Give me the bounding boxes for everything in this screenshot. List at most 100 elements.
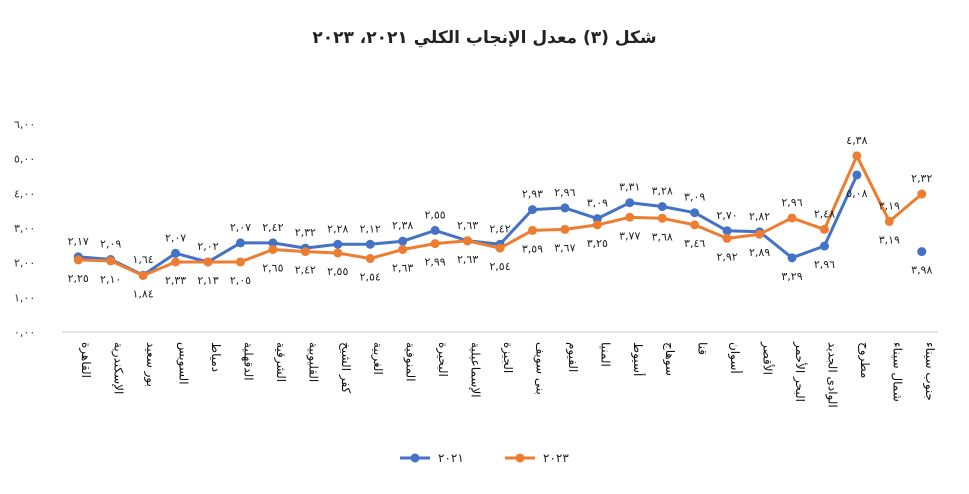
data-label-2023: ٢,٦٣	[392, 261, 413, 274]
data-label-2021: ٣,١٩	[879, 199, 900, 212]
category-label: البحر الأحمر	[792, 341, 808, 402]
category-label: جنوب سيناء	[922, 342, 937, 401]
category-label: الأقصر	[760, 341, 776, 375]
data-point	[657, 202, 667, 212]
data-label-2023: ٢,٥٤	[489, 260, 510, 273]
data-point	[268, 238, 278, 248]
data-point	[430, 239, 440, 249]
data-label-2023: ٢,٣٣	[165, 274, 186, 287]
data-point	[625, 198, 635, 208]
data-label-2023: ٢,٢٥	[68, 272, 89, 285]
category-label: شمال سيناء	[890, 342, 904, 402]
data-point	[171, 248, 181, 258]
data-label-2023: ٣,٥٩	[522, 242, 543, 255]
category-label: الوادى الجديد	[824, 342, 839, 408]
data-point	[787, 253, 797, 263]
data-label-2023: ٢,٦٥	[262, 261, 283, 274]
y-tick-label: ١,٠٠	[14, 291, 35, 304]
data-label-2021: ٣,٢٨	[652, 185, 673, 198]
data-label-2021: ٢,٥٥	[424, 208, 445, 221]
y-tick-label: ٦,٠٠	[14, 118, 35, 131]
data-label-2021: ٢,٠٧	[165, 231, 186, 244]
data-label-2021: ٢,٤٢	[489, 222, 510, 235]
data-label-2021: ٢,٢٨	[327, 222, 348, 235]
data-point	[560, 203, 570, 213]
data-label-2021: ٢,٠٢	[197, 240, 218, 253]
data-point	[884, 216, 894, 226]
data-point	[463, 236, 473, 246]
data-point	[755, 229, 765, 239]
data-label-2021: ٢,٤٢	[262, 221, 283, 234]
data-point	[690, 220, 700, 230]
data-point	[333, 239, 343, 249]
data-point	[235, 257, 245, 267]
data-label-2021: ٣,٣١	[619, 181, 640, 194]
data-label-2023: ٢,٤٢	[295, 264, 316, 277]
data-point	[722, 233, 732, 243]
data-point	[333, 248, 343, 258]
data-point	[625, 212, 635, 222]
category-label: الدقهلية	[241, 342, 255, 381]
data-label-2021: ٢,٩٣	[522, 188, 543, 201]
legend-label: ٢٠٢٣	[543, 451, 569, 465]
category-label: المنوفية	[403, 342, 418, 382]
data-point	[365, 254, 375, 264]
data-label-2021: ٢,١٧	[68, 235, 89, 248]
data-point	[268, 244, 278, 254]
category-label: الإسماعيلية	[469, 342, 483, 398]
data-label-2023: ٥,٠٨	[846, 187, 867, 200]
data-point	[690, 208, 700, 218]
category-label: بور سعيد	[143, 342, 158, 387]
category-label: سوهاج	[662, 342, 677, 376]
data-point	[235, 238, 245, 248]
data-point	[300, 247, 310, 257]
data-label-2023: ٢,٦٣	[457, 253, 478, 266]
category-label: الجيزة	[500, 342, 515, 373]
data-label-2021: ٣,٠٩	[684, 191, 705, 204]
data-label-2021: ١,٦٤	[132, 253, 153, 266]
data-point	[592, 214, 602, 224]
data-label-2023: ٢,٩٩	[424, 256, 445, 269]
category-label: البحيرة	[435, 342, 450, 377]
y-tick-label: ٤,٠٠	[14, 187, 35, 200]
y-tick-label: ٠,٠٠	[14, 326, 35, 339]
legend-swatch-marker	[410, 453, 420, 463]
category-label: بنى سويف	[532, 342, 547, 395]
data-point	[203, 257, 213, 267]
data-label-2021: ٢,٣٢	[295, 226, 316, 239]
data-point	[171, 257, 181, 267]
data-point	[73, 255, 83, 265]
data-label-2023: ٣,٢٥	[587, 237, 608, 250]
data-label-2023: ٢,١٣	[197, 274, 218, 287]
y-tick-label: ٥,٠٠	[14, 153, 35, 166]
data-point	[138, 270, 148, 280]
data-point	[657, 213, 667, 223]
data-label-2021: ٢,٩٦	[781, 196, 802, 209]
data-point	[787, 213, 797, 223]
data-label-2023: ١,٨٤	[132, 287, 153, 300]
data-label-2021: ٢,٨٢	[749, 210, 770, 223]
data-point	[398, 236, 408, 246]
data-label-2021: ٢,٩٦	[554, 186, 575, 199]
data-point	[917, 247, 927, 257]
data-label-2023: ٣,٦٨	[652, 230, 673, 243]
category-label: أسيوط	[630, 342, 646, 376]
category-label: القليوبية	[305, 342, 320, 382]
category-label: الغربية	[370, 342, 385, 375]
data-point	[398, 244, 408, 254]
category-label: الإسكندرية	[111, 342, 126, 394]
legend-label: ٢٠٢١	[438, 451, 464, 465]
data-point	[106, 256, 116, 266]
category-label: كفر الشيخ	[338, 342, 353, 394]
data-point	[819, 224, 829, 234]
data-label-2023: ٢,٥٤	[360, 271, 381, 284]
data-label-2021: ٤,٣٨	[846, 134, 867, 147]
data-point	[430, 225, 440, 235]
data-label-2023: ٣,٦٧	[554, 241, 575, 254]
category-label: المنيا	[598, 342, 612, 367]
data-label-2023: ٣,٧٧	[619, 229, 640, 242]
data-label-2023: ٢,٨٩	[749, 246, 770, 259]
data-point	[365, 239, 375, 249]
data-point	[495, 243, 505, 253]
